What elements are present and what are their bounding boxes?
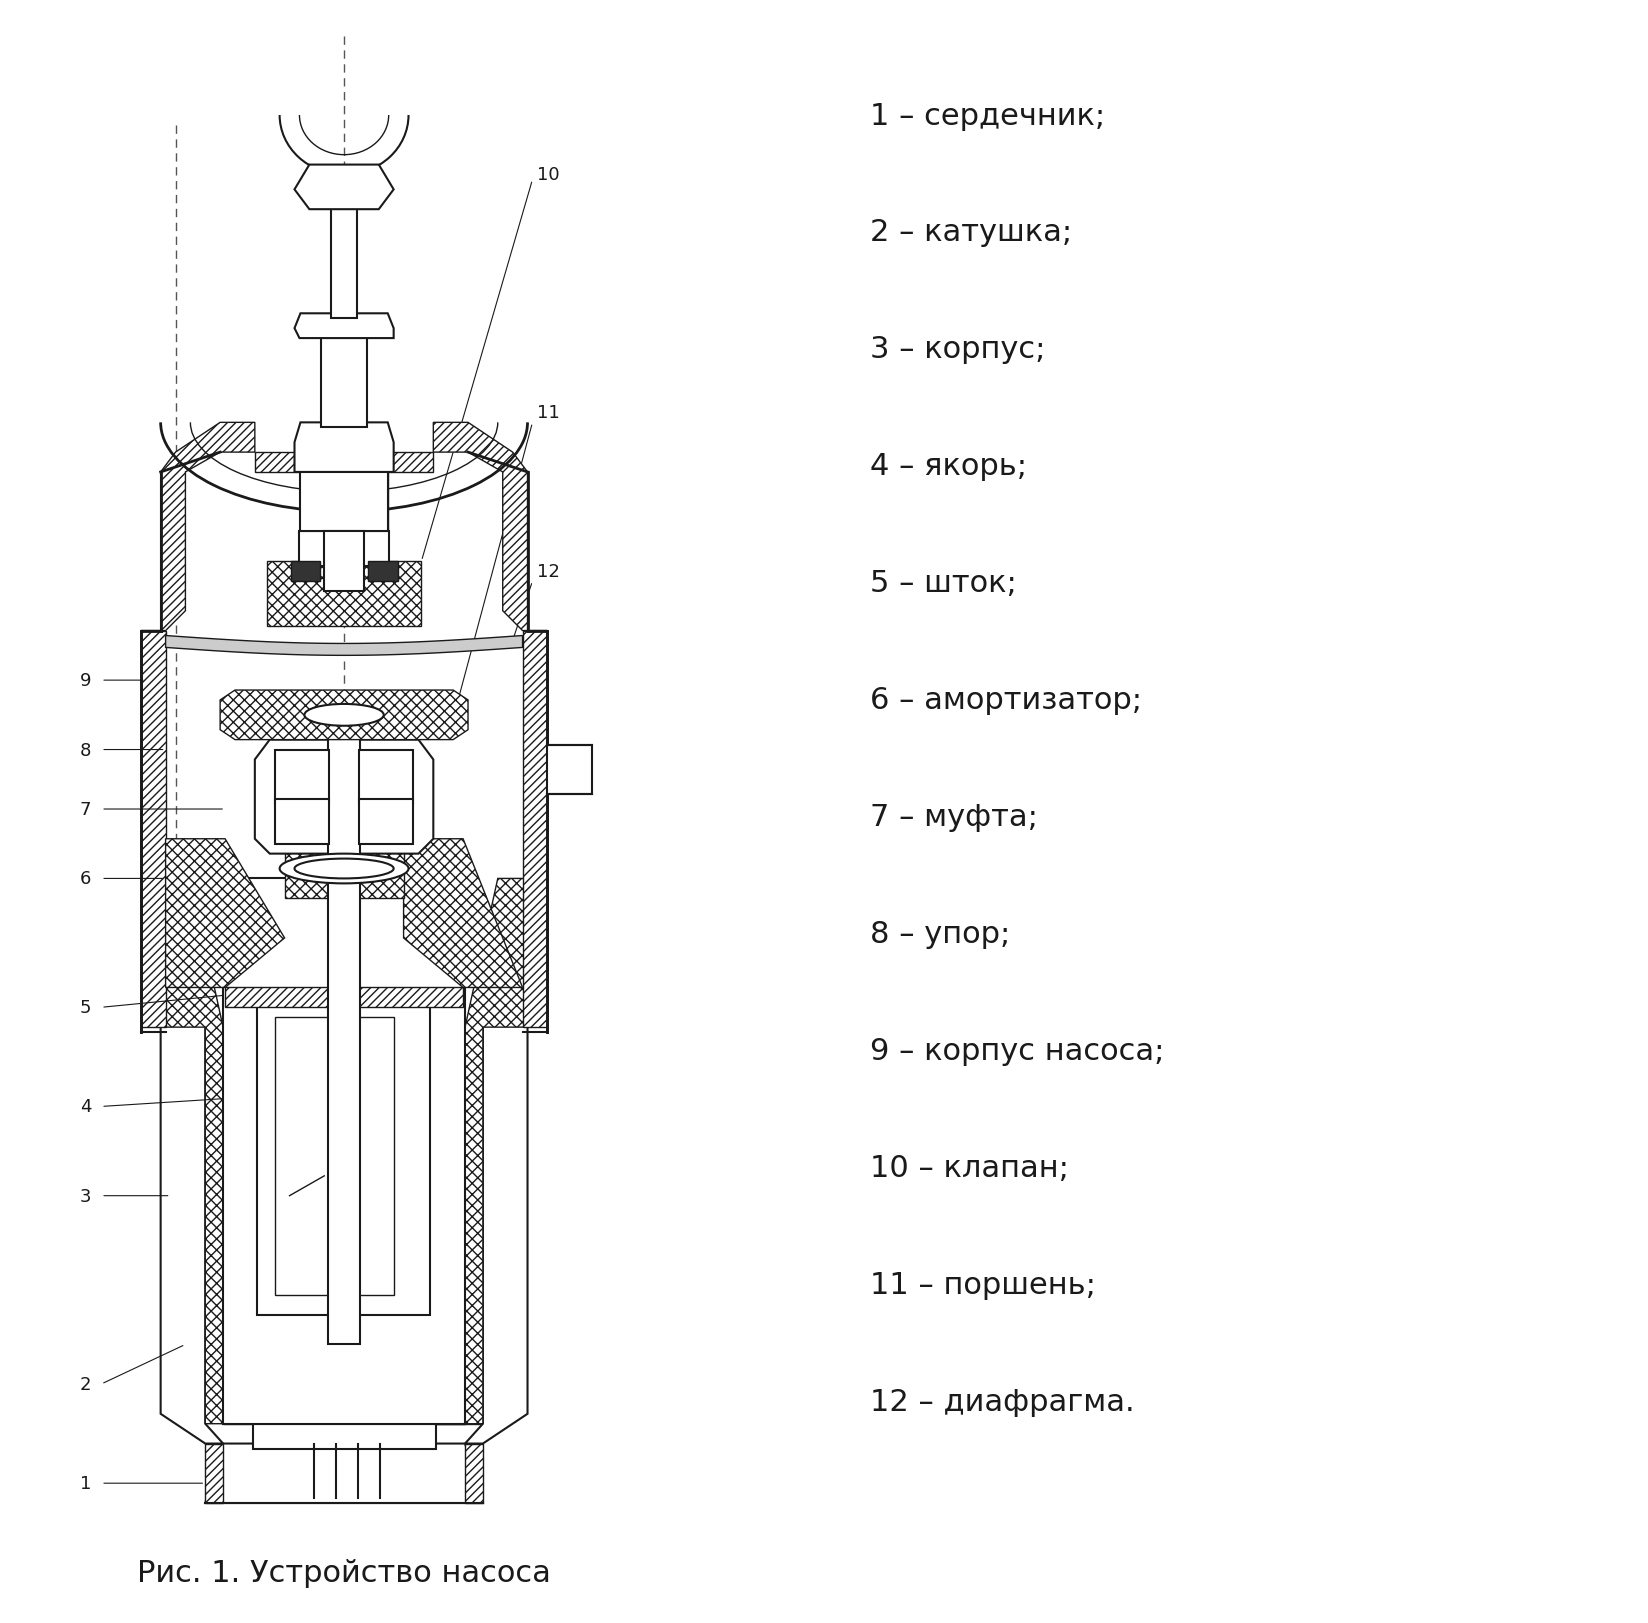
Bar (267, 562, 422, 626)
Ellipse shape (280, 854, 409, 885)
Polygon shape (404, 839, 522, 988)
Polygon shape (285, 839, 404, 899)
Bar (290, 562, 320, 581)
Bar (222, 880, 465, 1423)
Polygon shape (295, 424, 394, 472)
Bar (222, 1027, 483, 1423)
Text: 6 – амортизатор;: 6 – амортизатор; (870, 687, 1142, 716)
Bar (226, 988, 463, 1008)
Text: 4: 4 (79, 1097, 91, 1115)
Bar (344, 1027, 465, 1423)
Bar (368, 562, 397, 581)
Bar (275, 1018, 354, 1295)
Text: 3 – корпус;: 3 – корпус; (870, 336, 1045, 364)
Polygon shape (295, 315, 394, 339)
Polygon shape (160, 880, 222, 1423)
Bar (547, 745, 592, 795)
Polygon shape (255, 453, 433, 532)
Bar (465, 1443, 483, 1503)
Bar (252, 1423, 437, 1449)
Polygon shape (221, 691, 468, 740)
Bar (257, 998, 430, 1315)
Polygon shape (165, 839, 285, 988)
Polygon shape (300, 472, 387, 532)
Text: 3: 3 (79, 1186, 91, 1204)
Text: 11: 11 (537, 404, 560, 422)
Bar (335, 1018, 394, 1295)
Polygon shape (295, 166, 394, 209)
Bar (331, 204, 358, 320)
Text: 5: 5 (79, 998, 91, 1016)
Text: 1: 1 (79, 1474, 91, 1492)
Text: 8 – упор;: 8 – упор; (870, 920, 1010, 949)
Ellipse shape (295, 859, 394, 880)
Bar (325, 532, 364, 591)
Text: 7: 7 (79, 800, 91, 818)
Text: 9 – корпус насоса;: 9 – корпус насоса; (870, 1037, 1163, 1066)
Bar (300, 532, 389, 566)
Bar (321, 334, 368, 428)
Text: 12 – диафрагма.: 12 – диафрагма. (870, 1388, 1134, 1417)
Polygon shape (433, 424, 547, 631)
Polygon shape (465, 880, 527, 1423)
Bar (359, 800, 414, 844)
Bar (140, 631, 165, 1027)
Polygon shape (165, 636, 522, 656)
Text: 7 – муфта;: 7 – муфта; (870, 803, 1038, 833)
Polygon shape (465, 880, 527, 1443)
Text: 4 – якорь;: 4 – якорь; (870, 453, 1027, 480)
Polygon shape (140, 424, 255, 631)
Text: 2 – катушка;: 2 – катушка; (870, 219, 1071, 247)
Polygon shape (255, 740, 433, 854)
Text: Рис. 1. Устройство насоса: Рис. 1. Устройство насоса (137, 1558, 550, 1587)
Bar (275, 750, 330, 805)
Text: 10: 10 (537, 167, 560, 185)
Text: 6: 6 (79, 870, 91, 888)
Text: 8: 8 (79, 742, 91, 760)
Polygon shape (206, 1443, 483, 1503)
Text: 9: 9 (79, 672, 91, 690)
Bar (359, 750, 414, 805)
Bar (522, 631, 547, 1027)
Bar (328, 701, 359, 1344)
Bar (206, 1443, 222, 1503)
Polygon shape (160, 880, 222, 1443)
Text: 10 – клапан;: 10 – клапан; (870, 1154, 1068, 1183)
Bar (275, 800, 330, 844)
Text: 1 – сердечник;: 1 – сердечник; (870, 102, 1104, 130)
Text: 11 – поршень;: 11 – поршень; (870, 1271, 1096, 1300)
Ellipse shape (305, 704, 384, 725)
Text: 2: 2 (79, 1375, 91, 1393)
Text: 12: 12 (537, 563, 560, 581)
Text: 5 – шток;: 5 – шток; (870, 570, 1017, 599)
